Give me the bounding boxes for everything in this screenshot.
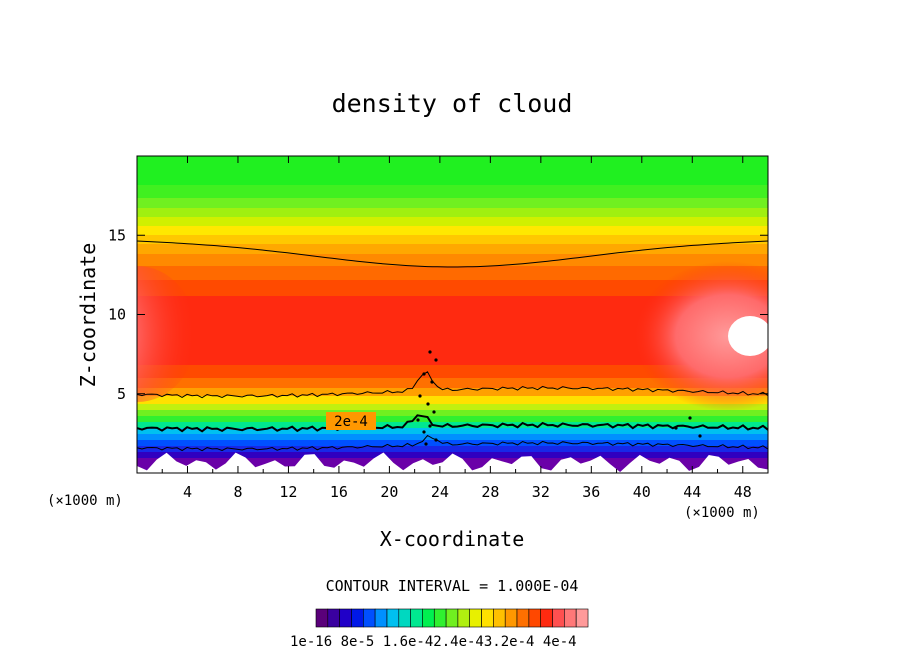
contour-line-upper [137, 240, 768, 268]
x-tick-label: 20 [380, 483, 398, 501]
density-band [137, 428, 768, 434]
x-tick-label: 24 [431, 483, 449, 501]
x-axis-ticks: 4 8 12 16 20 24 28 32 36 40 44 48 [161, 156, 752, 501]
density-band [137, 378, 768, 388]
x-tick-label: 44 [683, 483, 701, 501]
contour-dot [688, 416, 692, 420]
right-maximum-region [633, 261, 768, 411]
y-tick-label: 15 [108, 226, 126, 244]
contour-dot [424, 442, 428, 446]
contour-dot [418, 394, 422, 398]
left-maximum-region [137, 266, 197, 402]
density-band [137, 280, 768, 296]
colorbar-labels: 1e-16 8e-5 1.6e-42.4e-43.2e-4 4e-4 [290, 634, 577, 650]
cloud-base-clear-area [137, 452, 768, 473]
colorbar-swatch [445, 608, 459, 628]
density-band [137, 410, 768, 416]
contour-interval-text: CONTOUR INTERVAL = 1.000E-04 [326, 577, 579, 595]
peak-region [728, 316, 768, 356]
contour-dot [698, 434, 702, 438]
colorbar-swatch [398, 608, 411, 628]
contour-label-bg [326, 412, 376, 430]
colorbar [315, 608, 589, 628]
colorbar-swatch [552, 608, 565, 628]
x-tick-label: 48 [734, 483, 752, 501]
density-band [137, 217, 768, 226]
density-band [137, 156, 768, 185]
colorbar-swatch [457, 608, 471, 628]
colorbar-swatch [528, 608, 542, 628]
colorbar-swatch [362, 608, 376, 628]
x-tick-label: 16 [330, 483, 348, 501]
contour-dot [430, 380, 434, 384]
x-unit-label: (×1000 m) [684, 505, 760, 521]
colorbar-swatch [481, 608, 494, 628]
colorbar-swatch [433, 608, 447, 628]
contour-line-base [137, 434, 768, 452]
density-band [137, 440, 768, 446]
density-band [137, 446, 768, 452]
density-band [137, 208, 768, 217]
colorbar-swatch [339, 608, 352, 628]
colorbar-swatch [493, 608, 506, 628]
density-band [137, 404, 768, 410]
colorbar-swatch [504, 608, 518, 628]
contour-dot [434, 438, 438, 442]
x-tick-label: 32 [532, 483, 550, 501]
density-band [137, 244, 768, 254]
x-tick-label: 8 [233, 483, 242, 501]
contour-dot [432, 410, 436, 414]
y-axis-ticks: 5 10 15 [108, 226, 768, 403]
contour-dot [416, 418, 420, 422]
colorbar-swatch [540, 608, 553, 628]
contour-dot [422, 372, 426, 376]
x-tick-label: 36 [582, 483, 600, 501]
colorbar-swatch [422, 608, 435, 628]
density-band [137, 235, 768, 244]
density-band [137, 416, 768, 422]
density-field [137, 156, 768, 473]
contour-dot [434, 358, 438, 362]
density-band [137, 226, 768, 235]
colorbar-swatch [374, 608, 388, 628]
contour-dot [426, 402, 430, 406]
colorbar-swatch [327, 608, 340, 628]
colorbar-swatch [410, 608, 423, 628]
density-band [137, 365, 768, 378]
colorbar-swatch [563, 608, 577, 628]
contour-line-middle [137, 371, 768, 399]
colorbar-swatch [351, 608, 364, 628]
contour-label: 2e-4 [334, 414, 368, 430]
x-tick-label: 12 [279, 483, 297, 501]
contour-dot [428, 350, 432, 354]
y-tick-label: 5 [117, 385, 126, 403]
y-tick-label: 10 [108, 306, 126, 324]
contour-dot [422, 430, 426, 434]
x-tick-label: 40 [633, 483, 651, 501]
contour-dot [428, 424, 432, 428]
x-tick-label: 4 [183, 483, 192, 501]
density-band [137, 198, 768, 208]
colorbar-swatch [469, 608, 482, 628]
colorbar-swatch [516, 608, 530, 628]
z-unit-label: (×1000 m) [47, 493, 123, 509]
density-band [137, 396, 768, 404]
contour-dot [674, 426, 678, 430]
x-tick-label: 28 [481, 483, 499, 501]
density-band [137, 422, 768, 428]
density-band [137, 254, 768, 266]
contour-fragments [416, 350, 702, 446]
density-band [137, 266, 768, 280]
x-axis-label: X-coordinate [380, 527, 525, 551]
density-band [137, 388, 768, 396]
density-band [137, 185, 768, 198]
colorbar-swatch [315, 608, 329, 628]
density-band [137, 434, 768, 440]
colorbar-swatch [575, 608, 589, 628]
contour-line-2e-4 [137, 414, 768, 433]
y-axis-label: Z-coordinate [76, 243, 100, 388]
chart-title: density of cloud [332, 89, 573, 118]
colorbar-swatch [386, 608, 400, 628]
